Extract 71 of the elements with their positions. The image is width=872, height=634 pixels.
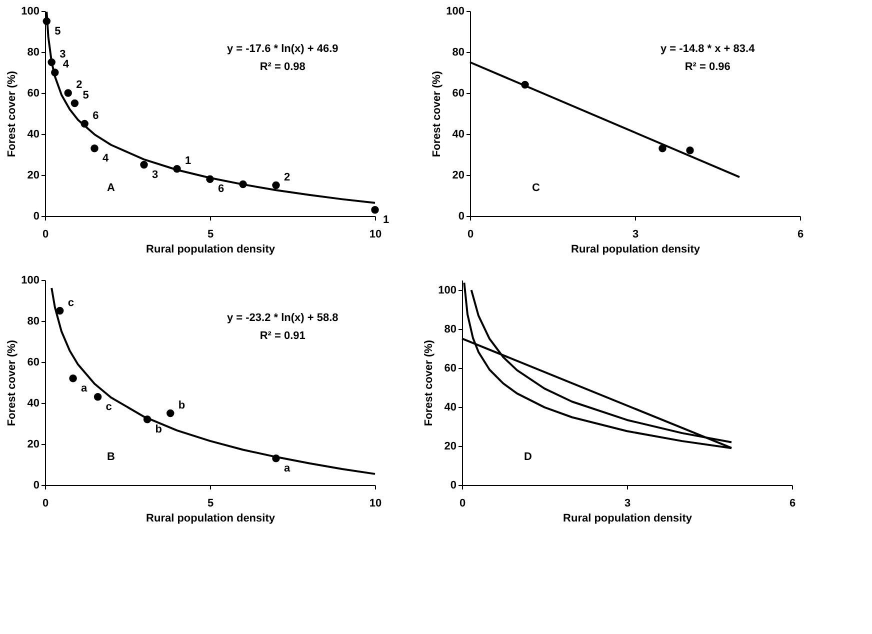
annotation: A	[107, 182, 116, 194]
annotation: b	[178, 399, 186, 412]
x-tick-label: 3	[632, 228, 639, 240]
annotation: 2	[76, 79, 82, 91]
y-tick-label: 60	[444, 362, 456, 374]
annotation: y = -23.2 * ln(x) + 58.8	[226, 312, 338, 324]
y-tick-label: 20	[452, 170, 464, 182]
annotation: 5	[54, 25, 61, 38]
annotation: a	[284, 462, 291, 474]
x-tick-label: 0	[42, 498, 49, 510]
y-tick-label: 100	[21, 274, 40, 286]
y-tick-label: 20	[444, 440, 456, 452]
y-tick-label: 0	[450, 480, 456, 492]
annotation: 3	[60, 48, 66, 60]
y-tick-label: 40	[27, 398, 40, 410]
annotation: R² = 0.96	[684, 61, 730, 73]
y-tick-label: 60	[27, 356, 40, 368]
annotation: C	[532, 182, 540, 194]
annotation: 1	[383, 214, 390, 226]
y-tick-label: 40	[27, 128, 40, 140]
y-tick-label: 20	[27, 170, 40, 182]
y-tick-label: 0	[33, 210, 40, 222]
annotation: c	[68, 296, 74, 309]
y-tick-label: 40	[444, 401, 456, 414]
y-tick-label: 0	[33, 480, 40, 492]
annotation: D	[524, 451, 532, 463]
annotation: y = -17.6 * ln(x) + 46.9	[226, 43, 338, 55]
annotation: 2	[284, 171, 290, 184]
annotation: 5	[82, 89, 89, 102]
x-tick-label: 6	[797, 228, 804, 240]
x-axis-title: Rural population density	[146, 244, 276, 256]
annotation: R² = 0.98	[260, 61, 306, 73]
annotation: 3	[152, 168, 158, 181]
annotation: y = -14.8 * x + 83.4	[660, 43, 756, 55]
y-tick-label: 40	[452, 128, 464, 140]
y-tick-label: 80	[27, 316, 40, 328]
x-tick-label: 5	[207, 228, 214, 240]
annotation: 1	[185, 154, 192, 167]
y-tick-label: 100	[21, 6, 40, 18]
x-tick-label: 6	[789, 498, 796, 510]
x-tick-label: 10	[369, 228, 382, 240]
y-axis-title: Forest cover (%)	[6, 340, 18, 426]
x-tick-label: 0	[467, 228, 474, 240]
annotation: R² = 0.91	[260, 330, 306, 342]
y-tick-label: 100	[446, 6, 464, 18]
x-tick-label: 3	[624, 498, 631, 510]
y-axis-title: Forest cover (%)	[6, 70, 18, 158]
x-axis-title: Rural population density	[571, 244, 701, 256]
annotation: 6	[218, 183, 224, 196]
annotation: 6	[92, 110, 99, 122]
y-tick-label: 80	[444, 323, 456, 336]
y-axis-title: Forest cover (%)	[431, 70, 444, 158]
y-tick-label: 80	[27, 46, 40, 58]
annotation: a	[81, 382, 88, 394]
y-tick-label: 60	[452, 88, 464, 100]
annotation: B	[107, 451, 116, 463]
x-tick-label: 5	[207, 498, 214, 510]
x-axis-title: Rural population density	[563, 512, 693, 524]
annotation: b	[155, 423, 162, 436]
y-tick-label: 0	[458, 210, 464, 222]
y-tick-label: 60	[27, 88, 40, 100]
annotation: 4	[102, 152, 110, 164]
x-tick-label: 0	[42, 228, 49, 240]
y-tick-label: 20	[27, 438, 40, 450]
y-tick-label: 80	[452, 46, 464, 58]
annotation: c	[106, 400, 112, 413]
y-tick-label: 100	[438, 284, 456, 296]
y-axis-title: Forest cover (%)	[423, 340, 436, 426]
x-axis-title: Rural population density	[146, 512, 276, 524]
annotation: 4	[62, 58, 70, 70]
x-tick-label: 10	[369, 498, 382, 510]
